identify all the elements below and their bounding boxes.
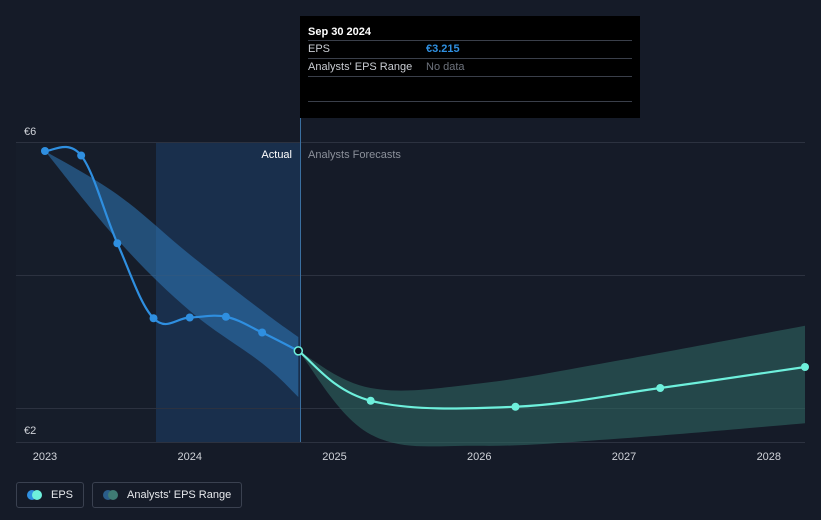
x-tick-label-2024: 2024 <box>177 451 201 463</box>
eps-line-forecast <box>297 349 806 410</box>
tooltip-eps-label: EPS <box>308 43 331 55</box>
eps-point-actual-1 <box>77 151 86 160</box>
eps-point-forecast-4 <box>801 363 809 371</box>
legend-item-eps[interactable]: EPS <box>16 482 85 508</box>
eps-point-actual-2 <box>113 239 122 248</box>
eps-point-actual-6 <box>258 328 267 337</box>
x-tick-label-2023: 2023 <box>33 451 57 463</box>
actual-label: Actual <box>261 149 292 161</box>
x-tick-label-2027: 2027 <box>612 451 636 463</box>
forecast-label: Analysts Forecasts <box>308 149 401 161</box>
legend: EPS Analysts' EPS Range <box>16 482 243 508</box>
eps-point-current <box>293 346 304 356</box>
eps-point-actual-5 <box>221 312 230 321</box>
x-tick-label-2028: 2028 <box>757 451 781 463</box>
eps-point-forecast-2 <box>511 402 520 411</box>
eps-line-actual <box>44 145 299 352</box>
tooltip-row-eps: EPS €3.215 <box>308 40 632 58</box>
legend-item-range[interactable]: Analysts' EPS Range <box>92 482 243 508</box>
legend-range-label: Analysts' EPS Range <box>127 489 232 501</box>
legend-eps-label: EPS <box>51 489 74 501</box>
tooltip-spacer <box>308 76 632 102</box>
tooltip-range-value: No data <box>426 61 465 73</box>
x-tick-label-2026: 2026 <box>467 451 491 463</box>
range-band-past <box>44 151 299 397</box>
tooltip-eps-value: €3.215 <box>426 43 460 55</box>
tooltip-row-range: Analysts' EPS Range No data <box>308 58 632 76</box>
y-tick-label-0: €6 <box>24 126 36 138</box>
eps-point-actual-4 <box>185 313 194 322</box>
eps-point-actual-3 <box>149 314 158 323</box>
y-tick-label-1: €2 <box>24 425 36 437</box>
tooltip-range-label: Analysts' EPS Range <box>308 61 413 73</box>
tooltip-date: Sep 30 2024 <box>308 26 371 38</box>
eps-point-forecast-3 <box>656 384 665 392</box>
tooltip: Sep 30 2024 EPS €3.215 Analysts' EPS Ran… <box>300 16 640 118</box>
range-band-forecast <box>298 325 805 447</box>
eps-point-actual-0 <box>40 147 49 155</box>
eps-swatch-icon <box>27 490 43 500</box>
x-tick-label-2025: 2025 <box>322 451 346 463</box>
eps-point-forecast-1 <box>366 396 375 405</box>
range-swatch-icon <box>103 490 119 500</box>
